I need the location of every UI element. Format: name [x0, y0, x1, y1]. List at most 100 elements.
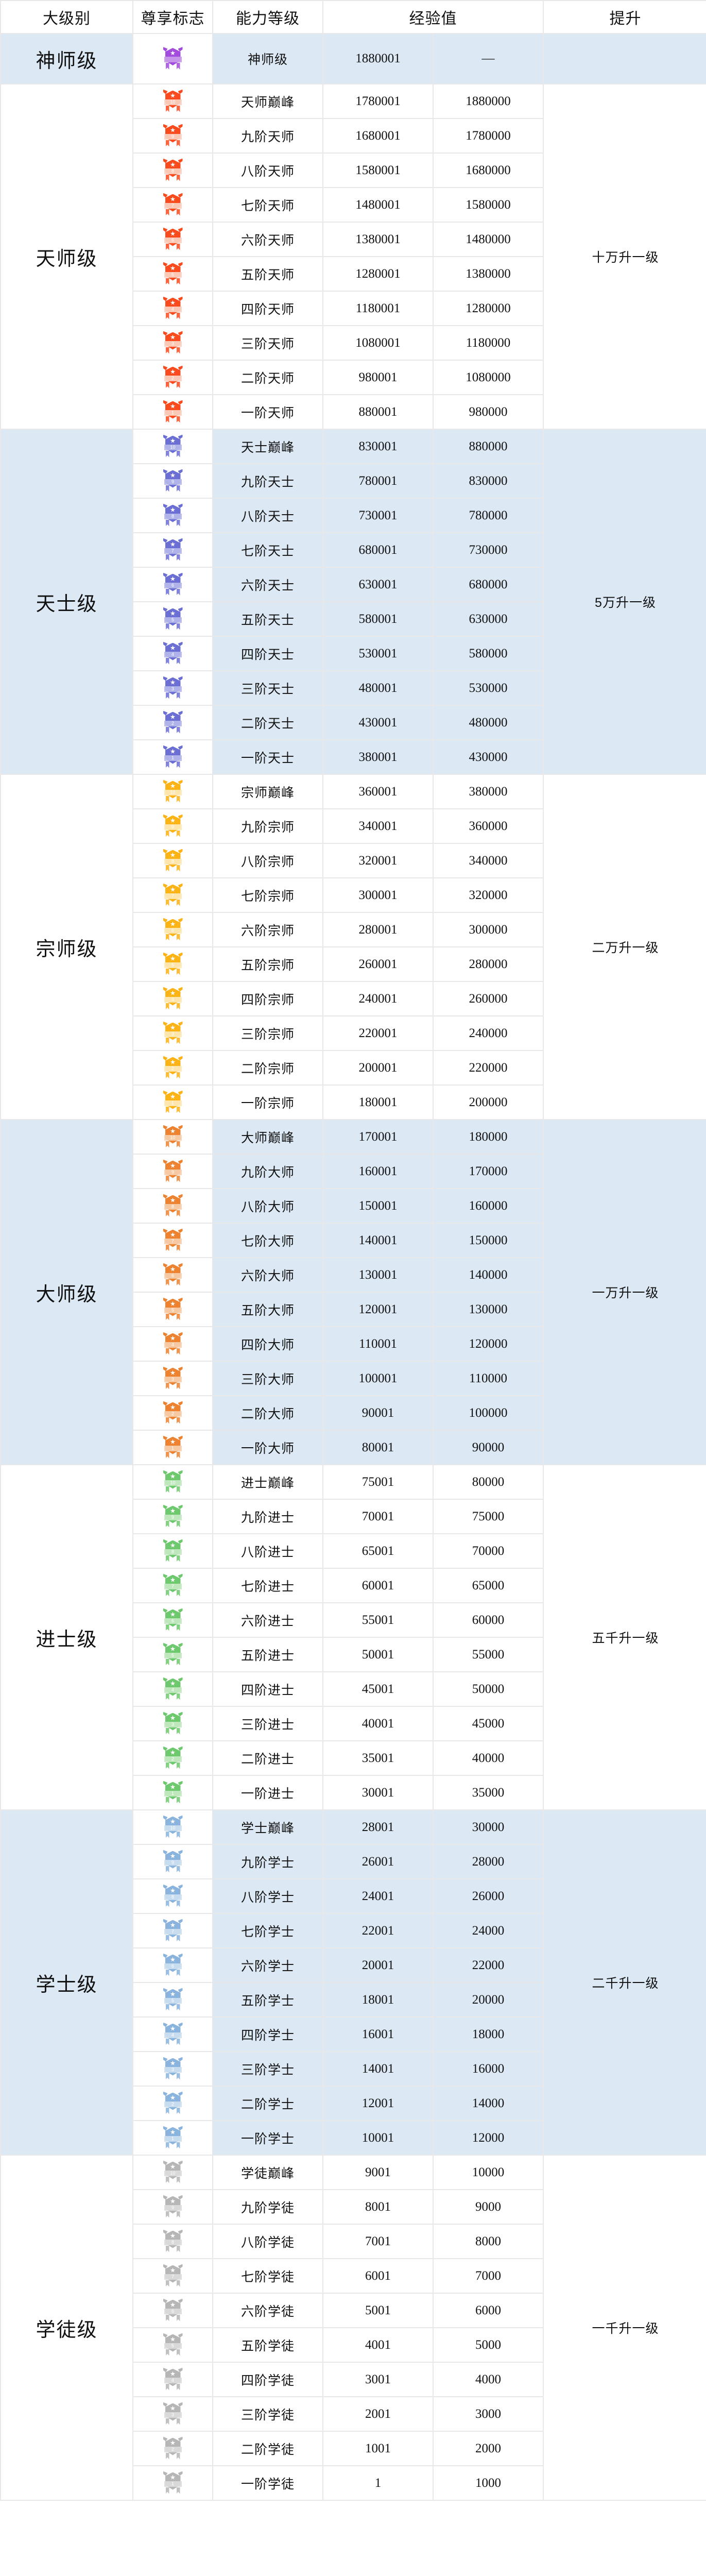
exp-min-cell: 130001	[323, 1258, 433, 1292]
exp-max-cell: 6000	[434, 2294, 543, 2327]
exp-max-cell: 280000	[434, 947, 543, 981]
badge-cell: 6	[133, 223, 212, 256]
exp-min-cell: 22001	[323, 1914, 433, 1947]
exp-min-cell: 180001	[323, 1086, 433, 1119]
rank-badge-zongshi-2-icon: 2	[163, 1056, 183, 1080]
upgrade-rule-cell: 十万升一级	[544, 84, 706, 429]
table-body: 神师级 神师级 1880001— 天师级 10 天师巅峰 1780001 1880000 十万升…	[1, 34, 706, 2500]
table-header: 大级别 尊享标志 能力等级 经验值 提升	[1, 1, 706, 33]
table-row: 4 四阶学士 16001 18000	[1, 2018, 706, 2051]
badge-cell: 10	[133, 775, 212, 808]
exp-max-cell: 22000	[434, 1948, 543, 1982]
rank-badge-god-master-icon	[163, 47, 183, 71]
badge-cell: 8	[133, 1879, 212, 1913]
upgrade-rule-cell: 二万升一级	[544, 775, 706, 1119]
exp-min-cell: 10001	[323, 2121, 433, 2155]
badge-cell: 3	[133, 326, 212, 360]
exp-min-cell: 45001	[323, 1672, 433, 1706]
upgrade-rule-cell: 二千升一级	[544, 1810, 706, 2155]
ability-level-cell: 七阶天师	[213, 188, 322, 222]
table-row: 5 五阶大师 120001 130000	[1, 1293, 706, 1326]
table-row: 1 一阶学士 10001 12000	[1, 2121, 706, 2155]
rank-badge-dashi-6-icon: 6	[163, 1263, 183, 1287]
ability-level-cell: 宗师巅峰	[213, 775, 322, 808]
exp-max-cell: 180000	[434, 1120, 543, 1154]
rank-badge-zongshi-9-icon: 9	[163, 814, 183, 838]
exp-min-cell: 3001	[323, 2363, 433, 2396]
badge-cell: 9	[133, 1845, 212, 1878]
column-header-upgrade: 提升	[544, 1, 706, 33]
exp-min-cell: 2001	[323, 2397, 433, 2431]
column-header-badge: 尊享标志	[133, 1, 212, 33]
exp-min-cell: 55001	[323, 1603, 433, 1637]
rank-badge-jinshi-6-icon: 6	[163, 1608, 183, 1632]
ability-level-cell: 七阶大师	[213, 1224, 322, 1257]
rank-badge-xuetu-8-icon: 8	[163, 2229, 183, 2253]
badge-cell: 6	[133, 1603, 212, 1637]
exp-min-cell: 40001	[323, 1707, 433, 1740]
rank-badge-dashi-3-icon: 3	[163, 1366, 183, 1391]
ability-level-cell: 九阶学士	[213, 1845, 322, 1878]
exp-max-cell: 480000	[434, 706, 543, 739]
ability-level-cell: 三阶学徒	[213, 2397, 322, 2431]
exp-min-cell: 14001	[323, 2052, 433, 2086]
badge-cell: 2	[133, 1396, 212, 1430]
exp-max-cell: 35000	[434, 1776, 543, 1809]
ability-level-cell: 学士巅峰	[213, 1810, 322, 1844]
exp-max-cell: 300000	[434, 913, 543, 946]
ability-level-cell: 五阶宗师	[213, 947, 322, 981]
badge-cell: 5	[133, 602, 212, 636]
table-row: 5 五阶天士 580001 630000	[1, 602, 706, 636]
badge-cell: 5	[133, 947, 212, 981]
rank-badge-dashi-2-icon: 2	[163, 1401, 183, 1425]
table-row: 天师级 10 天师巅峰 1780001 1880000 十万升一级	[1, 84, 706, 429]
table-row: 5 五阶宗师 260001 280000	[1, 947, 706, 981]
exp-min-cell: 1080001	[323, 326, 433, 360]
exp-min-cell: 30001	[323, 1776, 433, 1809]
exp-max-cell: 100000	[434, 1396, 543, 1430]
exp-min-cell: 430001	[323, 706, 433, 739]
ability-level-cell: 五阶天士	[213, 602, 322, 636]
exp-min-cell: 5001	[323, 2294, 433, 2327]
exp-max-cell: 880000	[434, 430, 543, 463]
table-row: 2 二阶天师 980001 1080000	[1, 361, 706, 394]
exp-min-cell: 320001	[323, 844, 433, 877]
ability-level-cell: 六阶学徒	[213, 2294, 322, 2327]
exp-min-cell: 26001	[323, 1845, 433, 1878]
exp-min-cell: 170001	[323, 1120, 433, 1154]
badge-cell: 3	[133, 2052, 212, 2086]
ability-level-cell: 一阶宗师	[213, 1086, 322, 1119]
exp-max-cell: 28000	[434, 1845, 543, 1878]
table-row: 3 三阶学徒 2001 3000	[1, 2397, 706, 2431]
rank-badge-jinshi-8-icon: 8	[163, 1539, 183, 1563]
rank-badge-jinshi-3-icon: 3	[163, 1711, 183, 1736]
rank-badge-tianshi2-9-icon: 9	[163, 469, 183, 493]
table-row: 2 二阶天士 430001 480000	[1, 706, 706, 739]
exp-max-cell: 260000	[434, 982, 543, 1015]
ability-level-cell: 二阶学士	[213, 2087, 322, 2120]
table-row: 6 六阶天士 630001 680000	[1, 568, 706, 601]
rank-badge-tianshi-2-icon: 2	[163, 365, 183, 389]
exp-min-cell: 28001	[323, 1810, 433, 1844]
ability-level-cell: 六阶天师	[213, 223, 322, 256]
rank-badge-xuetu-5-icon: 5	[163, 2333, 183, 2357]
table-row: 1 一阶大师 80001 90000	[1, 1431, 706, 1464]
exp-max-cell: 150000	[434, 1224, 543, 1257]
ability-level-cell: 一阶学士	[213, 2121, 322, 2155]
table-row: 6 六阶进士 55001 60000	[1, 1603, 706, 1637]
exp-max-cell: 530000	[434, 671, 543, 705]
badge-cell: 4	[133, 292, 212, 325]
badge-cell: 1	[133, 1776, 212, 1809]
upgrade-rule-cell	[544, 34, 706, 83]
upgrade-rule-cell: 五千升一级	[544, 1465, 706, 1809]
rank-badge-dashi-8-icon: 8	[163, 1194, 183, 1218]
badge-cell: 6	[133, 913, 212, 946]
major-rank-cell: 宗师级	[1, 775, 132, 1119]
table-row: 1 一阶天士 380001 430000	[1, 740, 706, 774]
ability-level-cell: 七阶进士	[213, 1569, 322, 1602]
table-row: 8 八阶天士 730001 780000	[1, 499, 706, 532]
exp-max-cell: 360000	[434, 809, 543, 843]
exp-max-cell: 130000	[434, 1293, 543, 1326]
table-row: 2 二阶进士 35001 40000	[1, 1741, 706, 1775]
table-row: 3 三阶学士 14001 16000	[1, 2052, 706, 2086]
